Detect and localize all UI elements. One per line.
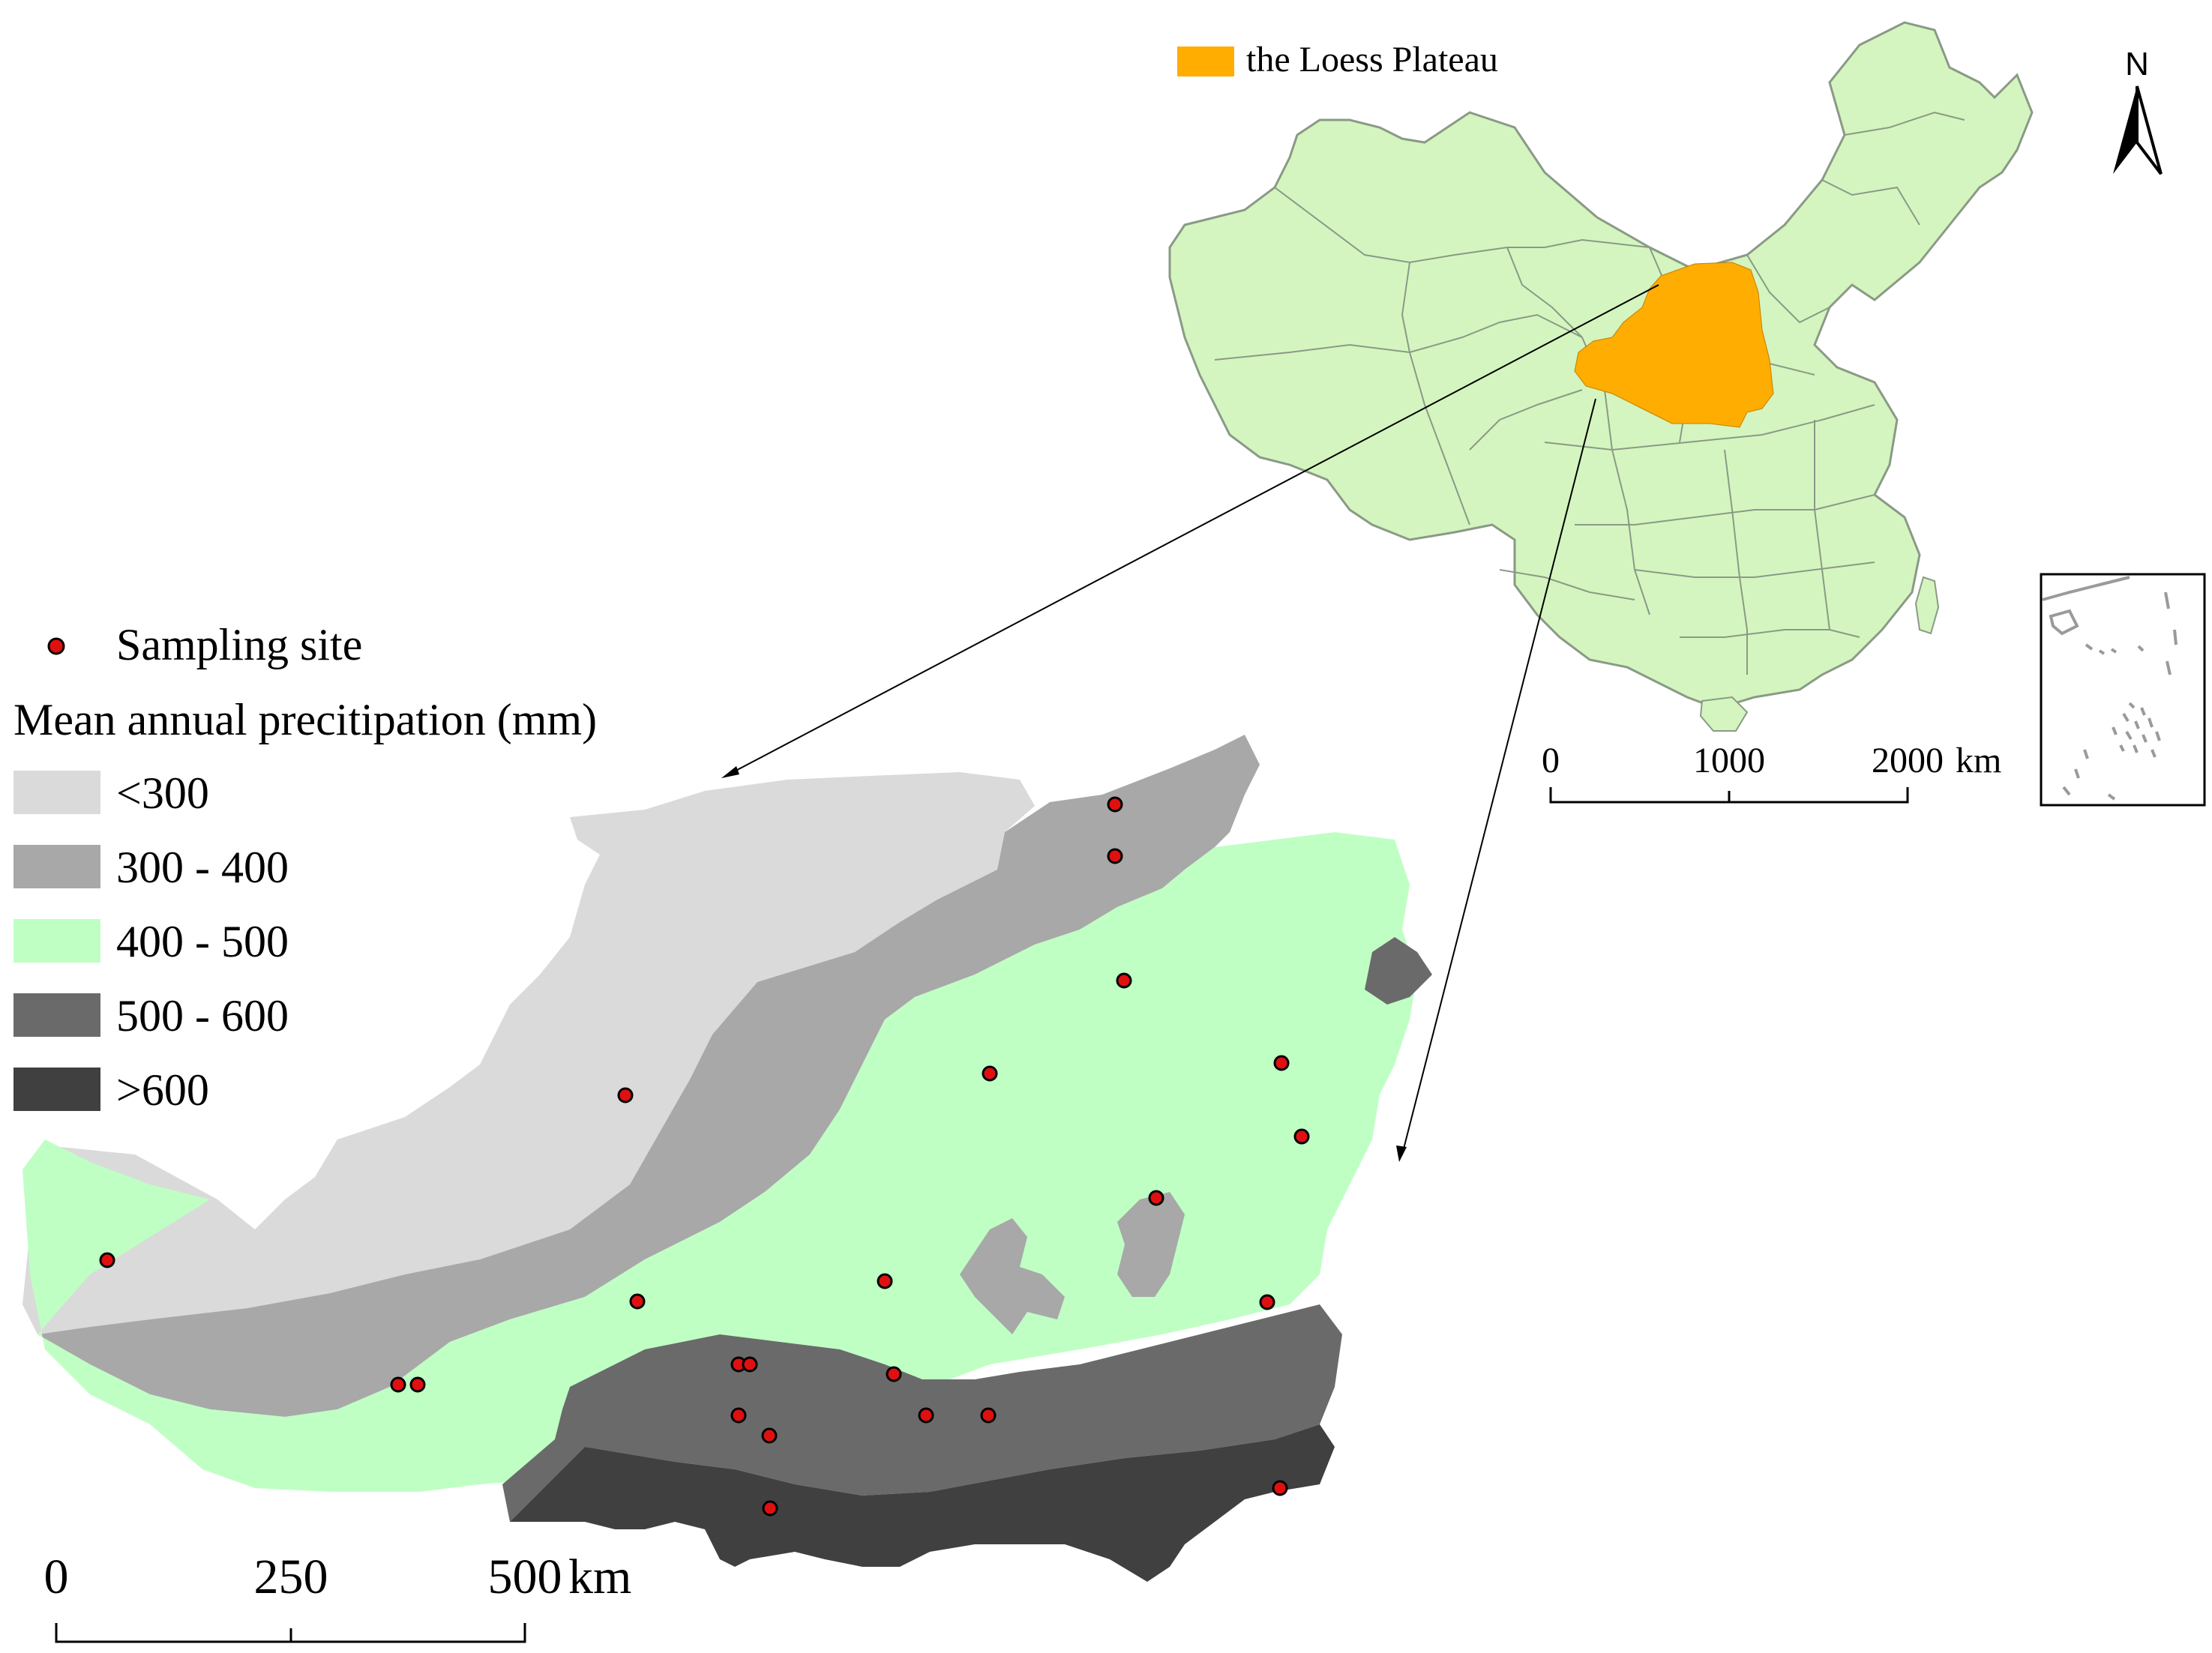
sampling-site-marker bbox=[980, 1407, 997, 1424]
sampling-sites bbox=[99, 796, 1310, 1517]
sampling-site-marker bbox=[390, 1376, 406, 1393]
legend-class-label-4: >600 bbox=[116, 1065, 209, 1115]
plateau-precipitation-map: Sampling site Mean annual precitipation … bbox=[13, 620, 1432, 1643]
china-scale-unit: km bbox=[1956, 741, 2001, 780]
legend-swatch-1 bbox=[13, 845, 100, 888]
south-china-sea-inset bbox=[2040, 573, 2206, 807]
legend-swatch-0 bbox=[13, 771, 100, 814]
sampling-site-marker bbox=[1273, 1055, 1290, 1071]
legend-class-label-2: 400 - 500 bbox=[116, 917, 289, 966]
sampling-site-legend-icon bbox=[47, 637, 65, 655]
sampling-site-marker bbox=[409, 1376, 426, 1393]
north-arrow-icon: N bbox=[2113, 46, 2163, 175]
china-scale-tick-2000: 2000 bbox=[1872, 741, 1944, 780]
sampling-site-marker bbox=[1107, 848, 1123, 864]
zone-300-400-island-a bbox=[960, 1218, 1065, 1334]
sampling-site-marker bbox=[1272, 1480, 1288, 1496]
plateau-scale-tick-500: 500 bbox=[488, 1550, 562, 1604]
sampling-site-legend-label: Sampling site bbox=[116, 620, 362, 669]
plateau-scale-tick-0: 0 bbox=[44, 1550, 69, 1604]
plateau-scale-bar: 0 250 500 km bbox=[44, 1550, 631, 1643]
sampling-site-marker bbox=[1259, 1294, 1275, 1310]
province-borders bbox=[1214, 111, 1965, 675]
zone-lt300 bbox=[22, 772, 1035, 1334]
sampling-site-marker bbox=[1107, 796, 1123, 813]
china-scale-tick-0: 0 bbox=[1542, 741, 1560, 780]
sampling-site-marker bbox=[617, 1087, 634, 1103]
sampling-site-marker bbox=[1148, 1190, 1164, 1206]
legend-swatch-3 bbox=[13, 993, 100, 1037]
sampling-site-marker bbox=[1293, 1128, 1310, 1145]
sampling-site-marker bbox=[918, 1407, 934, 1424]
north-label: N bbox=[2125, 46, 2149, 82]
sampling-site-marker bbox=[877, 1273, 893, 1289]
china-scale-bar: 0 1000 2000 km bbox=[1542, 741, 2001, 804]
sampling-site-marker bbox=[629, 1293, 646, 1310]
precipitation-legend: Sampling site Mean annual precitipation … bbox=[13, 620, 597, 1115]
zone-gt600 bbox=[510, 1424, 1335, 1582]
sampling-site-marker bbox=[886, 1366, 902, 1382]
legend-swatch-2 bbox=[13, 919, 100, 963]
hainan-island bbox=[1699, 696, 1749, 732]
zone-400-500 bbox=[22, 832, 1417, 1492]
legend-swatch-4 bbox=[13, 1068, 100, 1111]
legend-class-label-3: 500 - 600 bbox=[116, 991, 289, 1041]
zone-300-400 bbox=[37, 735, 1260, 1417]
china-overview-map: the Loess Plateau N 0 1000 2000 km bbox=[1168, 21, 2206, 807]
zone-gt600-fragment-northeast bbox=[1365, 937, 1432, 1005]
sampling-site-marker bbox=[761, 1427, 778, 1444]
plateau-scale-unit: km bbox=[568, 1550, 631, 1604]
legend-class-label-0: <300 bbox=[116, 768, 209, 818]
sampling-site-marker bbox=[982, 1065, 998, 1082]
sampling-site-marker bbox=[730, 1407, 747, 1424]
sampling-site-marker bbox=[1116, 972, 1132, 989]
legend-title: Mean annual precitipation (mm) bbox=[13, 695, 597, 744]
loess-legend-swatch bbox=[1177, 46, 1234, 76]
loess-plateau-highlight bbox=[1574, 262, 1774, 428]
plateau-scale-tick-250: 250 bbox=[254, 1550, 328, 1604]
sampling-site-marker bbox=[742, 1356, 758, 1373]
sampling-site-marker bbox=[762, 1500, 778, 1517]
china-scale-tick-1000: 1000 bbox=[1693, 741, 1765, 780]
loess-legend-label: the Loess Plateau bbox=[1246, 40, 1498, 79]
zone-300-400-island-b bbox=[1117, 1192, 1185, 1297]
sampling-site-marker bbox=[99, 1252, 115, 1268]
legend-class-label-1: 300 - 400 bbox=[116, 843, 289, 892]
taiwan-island bbox=[1914, 576, 1940, 635]
connector-lines bbox=[721, 284, 1659, 1162]
